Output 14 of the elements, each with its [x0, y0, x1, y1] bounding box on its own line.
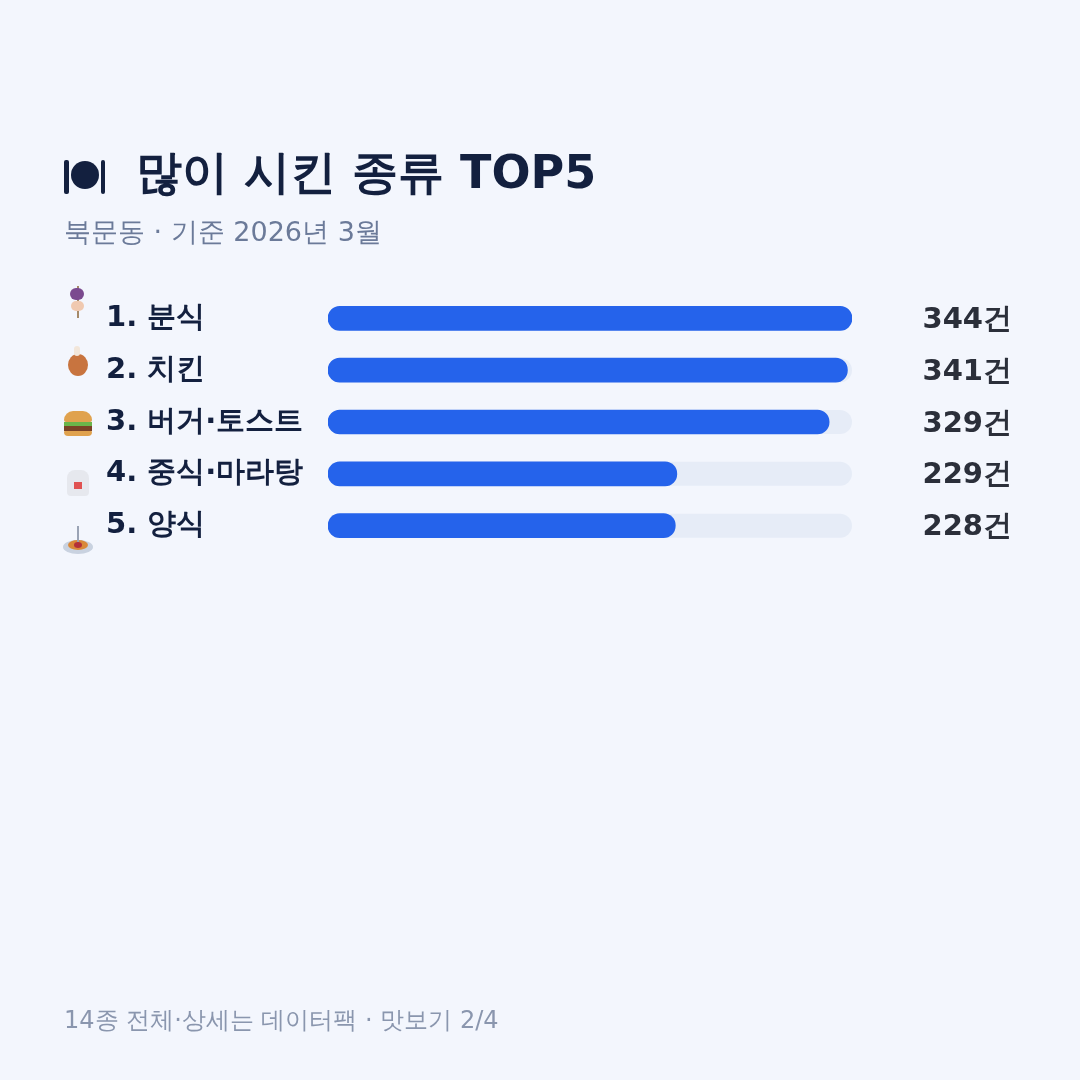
- data-label: 341건: [922, 352, 1012, 387]
- text: 14종 전체·상세는 데이터팩 · 맛보기 2/4: [64, 1005, 499, 1036]
- data-label: 229건: [922, 456, 1012, 491]
- chart-title: 많이 시킨 종류 TOP5: [136, 144, 597, 201]
- data-label: 329건: [922, 404, 1012, 439]
- y-tick-label: 3. 버거·토스트: [106, 402, 304, 437]
- y-tick-label: 4. 중식·마라탕: [106, 454, 304, 489]
- data-label: 344건: [922, 300, 1012, 335]
- chart-subtitle: 북문동 · 기준 2026년 3월: [64, 215, 382, 249]
- data-label: 228건: [922, 508, 1012, 543]
- y-tick-label: 2. 치킨: [106, 350, 206, 385]
- bar: [328, 357, 848, 383]
- y-tick-label: 5. 양식: [106, 506, 206, 541]
- y-tick-label: 1. 분식: [106, 298, 206, 333]
